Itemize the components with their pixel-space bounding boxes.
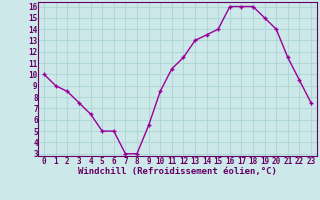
X-axis label: Windchill (Refroidissement éolien,°C): Windchill (Refroidissement éolien,°C) bbox=[78, 167, 277, 176]
